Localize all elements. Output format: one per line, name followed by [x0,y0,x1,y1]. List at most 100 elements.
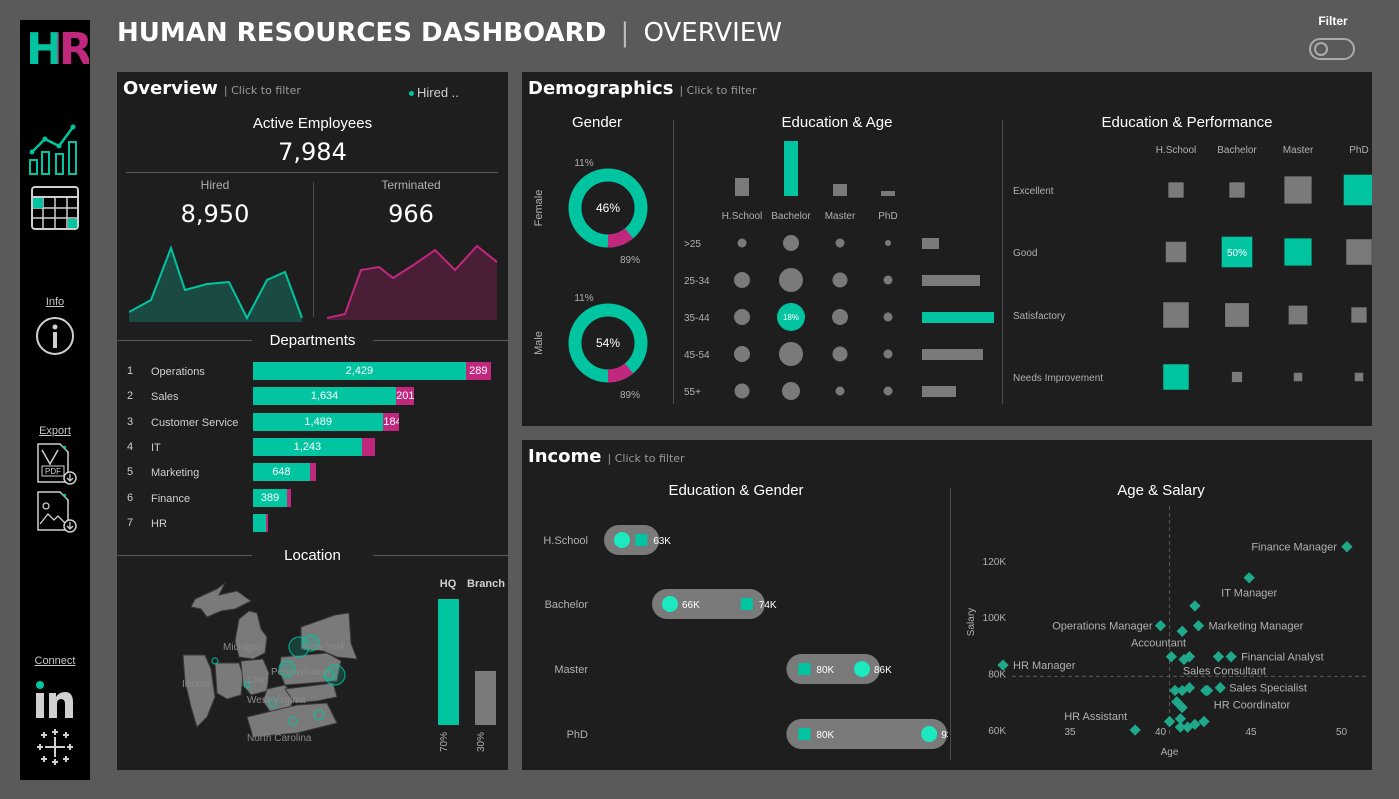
age-total-bar[interactable] [922,312,994,323]
department-hired-bar[interactable]: 1,634 [253,387,397,406]
perf-square[interactable] [1288,305,1308,325]
edu-age-bubble[interactable] [832,309,848,325]
hq-bar[interactable] [438,599,459,725]
male-donut-segment[interactable] [568,303,648,383]
department-row[interactable]: 6 Finance 389 [117,488,508,509]
salary-point[interactable] [1225,651,1237,663]
edu-age-bubble[interactable] [734,309,750,325]
perf-square[interactable] [1346,239,1372,265]
perf-square[interactable] [1221,236,1253,268]
demographics-title[interactable]: Demographics | Click to filter [528,78,756,99]
salary-point[interactable] [1165,651,1178,663]
department-hired-bar[interactable]: 2,429 [253,362,466,380]
calendar-icon[interactable] [31,186,79,230]
salary-point[interactable] [1176,625,1188,637]
department-hired-bar[interactable] [253,513,267,532]
department-row[interactable]: 5 Marketing 648 [117,463,508,483]
hr-logo[interactable]: HR [26,24,93,75]
department-row[interactable]: 2 Sales 1,634 201 [117,387,508,407]
chart-growth-icon[interactable] [28,124,82,176]
female-salary-dot[interactable] [662,596,678,612]
salary-point[interactable] [1212,651,1225,663]
edu-total-bar[interactable] [735,178,749,196]
edu-age-bubble[interactable] [734,346,750,362]
perf-square[interactable] [1229,182,1245,198]
salary-point[interactable] [1341,541,1353,553]
edu-age-bubble[interactable] [734,272,750,288]
location-map[interactable]: Michigan New York Illinois Ohio Pennsylv… [177,577,427,757]
edu-age-bubble[interactable] [835,238,845,248]
info-label[interactable]: Info [45,296,65,308]
edu-age-bubble[interactable] [832,272,848,288]
edu-age-bubble[interactable] [737,238,747,248]
perf-square[interactable] [1165,241,1187,263]
department-terminated-bar[interactable]: 184 [383,412,400,431]
department-hired-bar[interactable]: 1,243 [253,437,362,456]
salary-point[interactable] [1243,572,1255,584]
salary-point[interactable] [1129,724,1141,736]
department-terminated-bar[interactable] [266,513,268,532]
edu-age-bubble[interactable] [832,346,848,362]
edu-age-bubble[interactable] [883,386,893,396]
perf-square[interactable] [1343,174,1372,206]
department-row[interactable]: 7 HR [117,513,508,534]
export-image-icon[interactable] [36,490,78,534]
female-donut-segment[interactable] [568,168,648,248]
age-total-bar[interactable] [922,238,939,249]
department-terminated-bar[interactable]: 289 [465,362,491,380]
department-hired-bar[interactable]: 648 [253,463,310,482]
age-total-bar[interactable] [922,386,956,397]
age-total-bar[interactable] [922,275,980,286]
edu-age-bubble[interactable] [835,386,845,396]
edu-age-bubble[interactable] [782,382,800,400]
perf-square[interactable] [1163,302,1189,328]
income-range-pill[interactable] [786,654,880,684]
tableau-icon[interactable] [36,728,74,766]
edu-age-bubble[interactable] [883,349,893,359]
edu-total-bar[interactable] [833,184,847,196]
perf-square[interactable] [1284,176,1312,204]
department-terminated-bar[interactable] [361,437,375,456]
export-pdf-icon[interactable]: PDF [36,442,78,486]
terminated-sparkline[interactable] [327,240,499,322]
linkedin-icon[interactable] [35,680,75,720]
perf-square[interactable] [1168,182,1184,198]
perf-square[interactable] [1231,371,1243,383]
edu-age-bubble[interactable] [777,303,805,331]
salary-point[interactable] [997,659,1009,671]
edu-age-bubble[interactable] [885,240,891,246]
perf-square[interactable] [1225,303,1249,327]
education-performance-chart[interactable]: H.School Bachelor Master PhD Excellent Good Sa… [1004,134,1372,416]
hired-sparkline[interactable] [129,240,304,322]
edu-age-bubble[interactable] [779,268,803,292]
edu-age-bubble[interactable] [734,383,750,399]
income-title[interactable]: Income | Click to filter [528,446,685,467]
department-hired-bar[interactable]: 389 [253,488,288,507]
salary-point[interactable] [1214,682,1226,694]
salary-point[interactable] [1174,713,1187,725]
income-range-pill[interactable] [652,589,765,619]
salary-point[interactable] [1189,600,1201,612]
female-salary-dot[interactable] [614,532,630,548]
gender-donuts[interactable]: 46% 11% 89% Female 54% 11% 89% Male [522,152,672,412]
salary-point[interactable] [1200,684,1212,697]
male-salary-square[interactable] [798,728,811,740]
edu-total-bar[interactable] [784,141,798,196]
perf-square[interactable] [1293,372,1303,382]
overview-legend[interactable]: Hired .. [409,85,459,100]
female-salary-dot[interactable] [921,726,938,742]
department-terminated-bar[interactable]: 201 [396,387,414,406]
male-salary-square[interactable] [740,598,753,610]
income-range-pill[interactable] [604,525,660,555]
edu-age-bubble[interactable] [779,342,803,366]
age-total-bar[interactable] [922,349,983,360]
female-salary-dot[interactable] [854,661,870,677]
perf-square[interactable] [1354,372,1364,382]
male-salary-square[interactable] [798,663,811,675]
perf-square[interactable] [1163,364,1189,390]
perf-square[interactable] [1351,307,1367,323]
edu-age-bubble[interactable] [883,312,893,322]
salary-point[interactable] [1192,620,1205,632]
education-gender-chart[interactable]: H.School 63K Bachelor 74K 66K Master 80K 86K PhD… [522,506,948,768]
export-label[interactable]: Export [39,425,71,437]
